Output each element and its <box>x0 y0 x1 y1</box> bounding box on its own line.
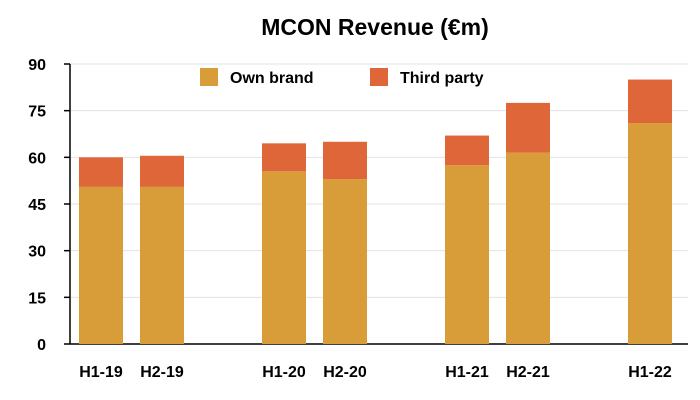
y-tick-label: 0 <box>37 337 46 354</box>
x-tick-label: H2-20 <box>323 364 367 381</box>
bar-third-party <box>445 135 489 166</box>
y-tick-label: 45 <box>28 197 46 214</box>
legend-swatch-third-party <box>370 68 388 86</box>
bar-own-brand <box>628 123 672 344</box>
bar-third-party <box>506 102 550 153</box>
bar-third-party <box>262 143 306 172</box>
y-tick-label: 75 <box>28 104 46 121</box>
legend: Own brand Third party <box>200 68 484 87</box>
bar-own-brand <box>140 186 184 344</box>
legend-label-own-brand: Own brand <box>230 70 314 87</box>
chart-title: MCON Revenue (€m) <box>261 14 488 40</box>
bar-third-party <box>79 157 123 187</box>
x-tick-label: H2-19 <box>140 364 184 381</box>
bar-own-brand <box>323 179 367 344</box>
y-tick-label: 30 <box>28 244 46 261</box>
bar-own-brand <box>262 171 306 344</box>
bar-own-brand <box>79 186 123 344</box>
bar-own-brand <box>506 152 550 344</box>
bar-third-party <box>628 79 672 124</box>
x-tick-label: H1-20 <box>262 364 306 381</box>
y-tick-label: 90 <box>28 57 46 74</box>
x-tick-label: H1-22 <box>628 364 672 381</box>
y-tick-label: 15 <box>28 290 46 307</box>
bars <box>79 79 672 344</box>
bar-third-party <box>323 141 367 180</box>
legend-label-third-party: Third party <box>400 70 484 87</box>
legend-swatch-own-brand <box>200 68 218 86</box>
bar-third-party <box>140 155 184 187</box>
y-tick-label: 60 <box>28 150 46 167</box>
x-tick-label: H2-21 <box>506 364 550 381</box>
bar-own-brand <box>445 165 489 344</box>
x-tick-label: H1-19 <box>79 364 123 381</box>
x-tick-label: H1-21 <box>445 364 489 381</box>
